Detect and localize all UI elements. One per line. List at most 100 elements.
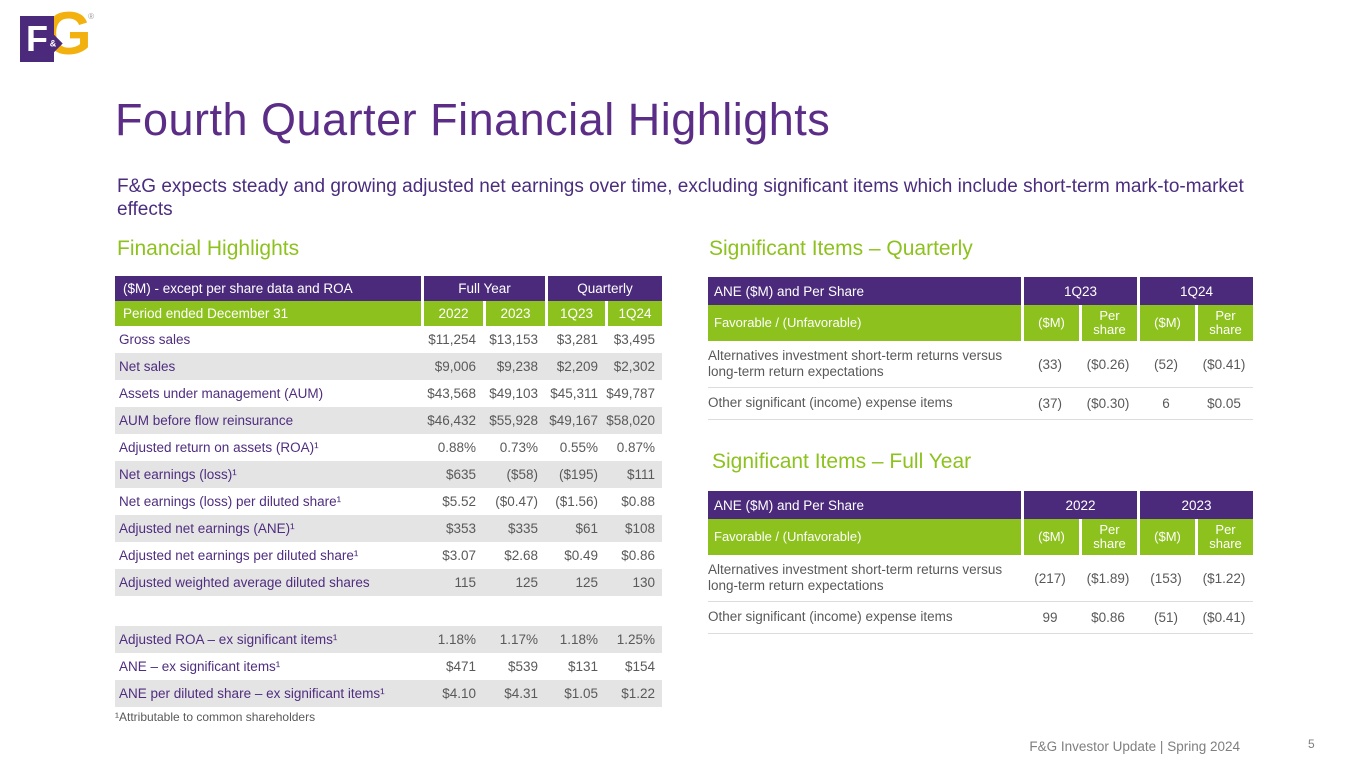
cell-value: (153) <box>1137 555 1196 603</box>
header-label: ANE ($M) and Per Share <box>708 277 1021 305</box>
cell-value: $49,167 <box>545 407 606 434</box>
table-row: ANE – ex significant items¹ $471 $539 $131 $… <box>115 653 662 680</box>
cell-value: 1.17% <box>483 626 546 653</box>
cell-value: ($0.30) <box>1079 388 1137 420</box>
page-number: 5 <box>1308 737 1315 751</box>
cell-value: $635 <box>421 461 483 488</box>
table-row: ANE per diluted share – ex significant i… <box>115 680 663 707</box>
table-row: Adjusted ROA – ex significant items¹ 1.18… <box>115 626 663 653</box>
cell-value: 0.87% <box>616 440 656 455</box>
cell-value: $111 <box>605 461 663 488</box>
row-label: Other significant (income) expense items <box>708 388 1021 420</box>
table-row: Net sales $9,006 $9,238 $2,209 $2,302 <box>115 353 663 380</box>
cell-value: $0.86 <box>621 548 656 563</box>
column-header-per-share: Per share <box>1079 305 1137 341</box>
slide-subtitle: F&G expects steady and growing adjusted … <box>117 176 1244 220</box>
row-label: ANE per diluted share – ex significant i… <box>115 680 421 707</box>
cell-value: ($58) <box>483 461 546 488</box>
cell-value: ($195) <box>545 461 606 488</box>
cell-value: $61 <box>545 515 606 542</box>
cell-value: $9,006 <box>421 353 483 380</box>
cell-value: $11,254 <box>428 332 476 347</box>
cell-value: $4.10 <box>421 680 483 707</box>
cell-value: ($1.89) <box>1079 555 1138 603</box>
table-header-row: ANE ($M) and Per Share 2022 2023 <box>708 491 1254 519</box>
significant-items-quarterly-table-container: ANE ($M) and Per Share 1Q23 1Q24 Favorab… <box>708 277 1253 420</box>
cell-value: 0.88% <box>437 440 476 455</box>
column-header-1q23: 1Q23 <box>545 301 606 326</box>
cell-value: 0.73% <box>499 440 539 455</box>
cell-value: $49,103 <box>489 386 539 401</box>
cell-value: (37) <box>1021 388 1079 420</box>
cell-value: $4.31 <box>483 680 546 707</box>
table-row: Alternatives investment short-term retur… <box>708 341 1253 389</box>
row-label: Adjusted weighted average diluted shares <box>115 569 421 596</box>
column-header-dollars-m: ($M) <box>1021 305 1079 341</box>
cell-value: ($1.56) <box>555 494 599 509</box>
cell-value: (51) <box>1137 602 1196 634</box>
column-header-2023: 2023 <box>483 301 546 326</box>
cell-value: $9,238 <box>483 353 546 380</box>
table-header-row: ANE ($M) and Per Share 1Q23 1Q24 <box>708 277 1253 305</box>
header-group-2022: 2022 <box>1021 491 1138 519</box>
cell-value: 99 <box>1021 602 1079 634</box>
column-header-dollars-m: ($M) <box>1137 305 1195 341</box>
header-group-2023: 2023 <box>1137 491 1254 519</box>
cell-value: 1.18% <box>421 626 483 653</box>
header-group-quarterly: Quarterly <box>545 276 663 301</box>
table-row: Net earnings (loss) per diluted share¹ $5… <box>115 488 662 515</box>
cell-value: $55,928 <box>483 407 546 434</box>
cell-value: $2,302 <box>605 353 663 380</box>
column-header-per-share: Per share <box>1079 519 1138 555</box>
row-label: Gross sales <box>119 332 191 347</box>
significant-items-fullyear-table-container: ANE ($M) and Per Share 2022 2023 Favorab… <box>708 491 1254 634</box>
cell-value: ($1.22) <box>1195 555 1254 603</box>
cell-value: 1.25% <box>605 626 663 653</box>
cell-value: (33) <box>1021 341 1079 389</box>
column-header-1q24: 1Q24 <box>605 301 663 326</box>
cell-value: 130 <box>605 569 663 596</box>
header-group-1q24: 1Q24 <box>1137 277 1253 305</box>
row-label: Net sales <box>115 353 421 380</box>
cell-value: $3,495 <box>613 332 656 347</box>
table-row: Alternatives investment short-term retur… <box>708 555 1254 603</box>
cell-value: 125 <box>545 569 606 596</box>
footnote: ¹Attributable to common shareholders <box>115 710 316 724</box>
header-group-full-year: Full Year <box>421 276 546 301</box>
cell-value: $0.88 <box>621 494 656 509</box>
row-label: AUM before flow reinsurance <box>115 407 421 434</box>
table-row: Adjusted net earnings (ANE)¹ $353 $335 $61 $… <box>115 515 663 542</box>
cell-value: ($0.41) <box>1195 602 1254 634</box>
fg-logo: G F & ® <box>20 2 94 66</box>
cell-value: $3,281 <box>556 332 599 347</box>
cell-value: 125 <box>483 569 546 596</box>
cell-value: $0.49 <box>564 548 599 563</box>
cell-value: $2.68 <box>504 548 539 563</box>
cell-value: $108 <box>605 515 663 542</box>
cell-value: ($0.47) <box>495 494 539 509</box>
row-label: Net earnings (loss)¹ <box>115 461 421 488</box>
row-label: Alternatives investment short-term retur… <box>708 341 1021 389</box>
significant-items-fullyear-heading: Significant Items – Full Year <box>712 450 972 473</box>
table-row: Adjusted weighted average diluted shares… <box>115 569 663 596</box>
cell-value: (52) <box>1137 341 1195 389</box>
significant-items-quarterly-heading: Significant Items – Quarterly <box>709 237 973 260</box>
page-title: Fourth Quarter Financial Highlights <box>115 94 831 145</box>
header-label: ANE ($M) and Per Share <box>708 491 1021 519</box>
table-row: Adjusted net earnings per diluted share¹… <box>115 542 662 569</box>
table-row: Net earnings (loss)¹ $635 ($58) ($195) $111 <box>115 461 663 488</box>
column-header-per-share: Per share <box>1195 519 1254 555</box>
header-label: ($M) - except per share data and ROA <box>115 276 421 301</box>
header-group-1q23: 1Q23 <box>1021 277 1137 305</box>
column-header-dollars-m: ($M) <box>1137 519 1196 555</box>
table-row: Gross sales $11,254 $13,153 $3,281 $3,495 <box>115 326 662 353</box>
cell-value: $3.07 <box>442 548 476 563</box>
cell-value: 6 <box>1137 388 1195 420</box>
cell-value: (217) <box>1021 555 1079 603</box>
column-header-per-share: Per share <box>1195 305 1253 341</box>
cell-value: 0.55% <box>559 440 599 455</box>
financial-highlights-table: ($M) - except per share data and ROA Ful… <box>115 276 663 707</box>
table-row: Other significant (income) expense items… <box>708 388 1253 420</box>
cell-value: $13,153 <box>489 332 539 347</box>
